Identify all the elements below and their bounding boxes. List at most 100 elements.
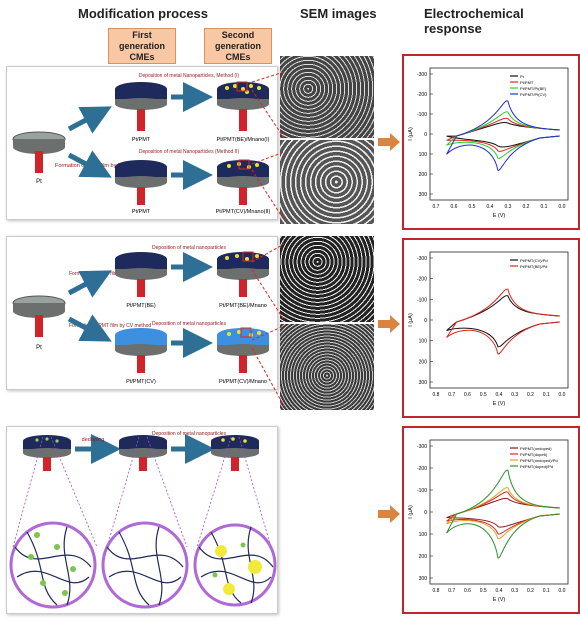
orange-arrow-1 bbox=[378, 133, 400, 151]
legend-entry: Pt/PMT(BE)/Pd bbox=[520, 264, 547, 269]
legend-entry: Pt/PMT(doped)/Pd bbox=[520, 464, 553, 469]
x-tick-label: 0.8 bbox=[433, 392, 440, 398]
y-tick-label: -200 bbox=[417, 466, 427, 472]
pt-pmt-be-electrode bbox=[115, 252, 167, 297]
electrode-pd-doped bbox=[211, 435, 259, 471]
legend-entry: Pt/PMT bbox=[520, 80, 534, 85]
x-tick-label: 0.3 bbox=[511, 392, 518, 398]
arrow-up-2 bbox=[67, 270, 112, 298]
y-axis-label: I (µA) bbox=[408, 313, 414, 327]
x-tick-label: 0.2 bbox=[527, 588, 534, 594]
orange-arrow-3 bbox=[378, 505, 400, 523]
arrow-down-1 bbox=[67, 150, 112, 178]
panel1-out1: Pt/PMT(BE)/Mnano(I) bbox=[217, 137, 270, 143]
y-tick-label: -200 bbox=[417, 277, 427, 283]
x-tick-label: 0.1 bbox=[543, 392, 550, 398]
arrow-up-1 bbox=[67, 106, 112, 134]
panel1-diagram: Pt Formation of PMT film by BE method Pt… bbox=[12, 73, 271, 215]
pt-pmt-cv-mnano-electrode bbox=[217, 327, 269, 373]
sem-header: SEM images bbox=[300, 6, 377, 21]
x-tick-label: 0.0 bbox=[559, 588, 566, 594]
y-tick-label: 0 bbox=[424, 132, 427, 138]
panel2-dep2: Deposition of metal nanoparticles bbox=[152, 321, 226, 327]
x-tick-label: 0.3 bbox=[505, 204, 512, 210]
legend-entry: Pt/PMT(undoped)/Pd bbox=[520, 458, 558, 463]
panel3-doping: dedoping bbox=[82, 437, 105, 443]
plot-frame bbox=[429, 67, 569, 201]
y-tick-label: -300 bbox=[417, 72, 427, 78]
electrode-undoped bbox=[23, 435, 71, 471]
sem-image-2 bbox=[280, 140, 374, 224]
connector-lines-1 bbox=[251, 71, 285, 221]
x-tick-label: 0.0 bbox=[559, 392, 566, 398]
cv-chart-1-svg: -300 -200 -100 0 100 200 300 0.7 0.6 0.5 0.4 0.3 0.2… bbox=[408, 67, 569, 219]
y-tick-label: -100 bbox=[417, 488, 427, 494]
pt-pmt-electrode-b bbox=[115, 160, 167, 205]
electro-header: Electrochemical response bbox=[424, 6, 524, 36]
panel1-dep2: Deposition of metal Nanoparticles (Metho… bbox=[139, 149, 240, 155]
panel2-pt-label: Pt bbox=[36, 345, 42, 351]
cv-chart-3-svg: -300 -200 -100 0 100 200 300 0.8 0.7 0.6 0.5 0.4 0.3… bbox=[408, 439, 569, 603]
panel1-pt-pmt-b: Pt/PMT bbox=[132, 209, 151, 215]
y-tick-label: 100 bbox=[419, 152, 428, 158]
pt-pmt-mnano-electrode-1 bbox=[217, 81, 269, 131]
y-tick-label: -200 bbox=[417, 92, 427, 98]
series-line bbox=[446, 487, 560, 540]
cv-chart-2: -300 -200 -100 0 100 200 300 0.8 0.7 0.6 0.5 0.4 0.3… bbox=[402, 238, 580, 418]
series-line bbox=[446, 121, 560, 148]
series-line bbox=[446, 491, 560, 535]
y-tick-label: 0 bbox=[424, 318, 427, 324]
panel1-dep1: Deposition of metal Nanoparticles, Metho… bbox=[139, 73, 240, 79]
panel2-pt-be: Pt/PMT(BE) bbox=[126, 303, 156, 309]
x-tick-label: 0.6 bbox=[464, 588, 471, 594]
first-gen-box: First generation CMEs bbox=[108, 28, 176, 64]
electrode-dedoped bbox=[119, 435, 167, 471]
y-tick-label: 300 bbox=[419, 576, 428, 582]
second-gen-box: Second generation CMEs bbox=[204, 28, 272, 64]
legend-entry: Pt bbox=[520, 74, 525, 79]
x-tick-label: 0.5 bbox=[469, 204, 476, 210]
cv-chart-3: -300 -200 -100 0 100 200 300 0.8 0.7 0.6 0.5 0.4 0.3… bbox=[402, 426, 580, 614]
arrow-down-2 bbox=[67, 314, 112, 342]
panel2-pt-cv: Pt/PMT(CV) bbox=[126, 379, 156, 385]
panel2-diagram: Pt Formation of PMT film by BE method Fo… bbox=[12, 245, 269, 385]
y-tick-label: 100 bbox=[419, 532, 428, 538]
pt-pmt-electrode-a bbox=[115, 82, 167, 131]
polymer-network-undoped bbox=[9, 521, 97, 609]
series-line bbox=[446, 100, 560, 171]
pt-electrode-2 bbox=[12, 295, 66, 337]
polymer-network-pd bbox=[193, 523, 277, 607]
cv-chart-2-svg: -300 -200 -100 0 100 200 300 0.8 0.7 0.6 0.5 0.4 0.3… bbox=[408, 251, 569, 407]
sem-image-4 bbox=[280, 324, 374, 410]
x-tick-label: 0.0 bbox=[559, 204, 566, 210]
series-line bbox=[446, 288, 560, 355]
y-tick-label: -300 bbox=[417, 444, 427, 450]
x-tick-label: 0.5 bbox=[480, 392, 487, 398]
x-tick-label: 0.6 bbox=[451, 204, 458, 210]
y-tick-label: -100 bbox=[417, 297, 427, 303]
series-line bbox=[446, 295, 560, 348]
series-line bbox=[446, 469, 560, 559]
panel1-pt-label: Pt bbox=[36, 179, 42, 185]
y-tick-label: 200 bbox=[419, 172, 428, 178]
x-tick-label: 0.3 bbox=[511, 588, 518, 594]
x-tick-label: 0.2 bbox=[523, 204, 530, 210]
y-axis-label: I (µA) bbox=[408, 127, 414, 141]
legend-entry: Pt/PMT/Pt(CV) bbox=[520, 92, 547, 97]
modification-panel-1: Pt Formation of PMT film by BE method Pt… bbox=[6, 66, 278, 220]
x-tick-label: 0.5 bbox=[480, 588, 487, 594]
x-tick-label: 0.4 bbox=[496, 392, 503, 398]
panel3-diagram: dedoping Deposition of metal nanoparticl… bbox=[9, 431, 277, 609]
panel2-dep1: Deposition of metal nanoparticles bbox=[152, 245, 226, 251]
x-axis-label: E (V) bbox=[493, 213, 506, 219]
y-tick-label: 300 bbox=[419, 192, 428, 198]
pt-pmt-cv-electrode bbox=[115, 328, 167, 373]
y-tick-label: 200 bbox=[419, 359, 428, 365]
modification-header: Modification process bbox=[78, 6, 209, 21]
legend-entry: Pt/PMT/Pt(BE) bbox=[520, 86, 547, 91]
y-axis-label: I (µA) bbox=[408, 505, 414, 519]
x-tick-label: 0.7 bbox=[433, 204, 440, 210]
modification-panel-3: dedoping Deposition of metal nanoparticl… bbox=[6, 426, 278, 614]
series-line bbox=[446, 111, 560, 159]
legend-entry: Pt/PMT(dope6) bbox=[520, 452, 548, 457]
